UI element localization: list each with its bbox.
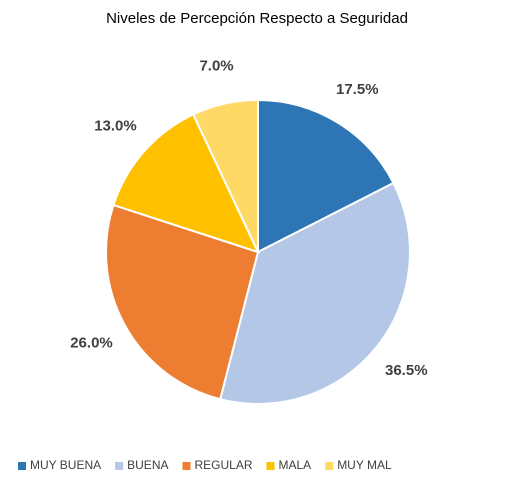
- legend-label: MALA: [279, 458, 312, 472]
- pie-slice: [105, 203, 260, 401]
- pie-slice: [218, 181, 411, 405]
- data-label: 26.0%: [70, 335, 113, 352]
- data-label: 7.0%: [199, 58, 233, 75]
- pie-slice: [112, 113, 260, 254]
- legend-swatch: [325, 462, 334, 470]
- legend-swatch: [18, 462, 26, 470]
- data-label: 17.5%: [336, 81, 379, 98]
- legend-label: MUY BUENA: [30, 458, 101, 472]
- legend-swatch: [115, 462, 124, 470]
- legend-swatch: [266, 462, 275, 470]
- chart-title: Niveles de Percepción Respecto a Segurid…: [106, 10, 408, 27]
- legend-swatch: [182, 462, 191, 470]
- legend-label: BUENA: [127, 458, 168, 472]
- data-label: 13.0%: [94, 117, 137, 134]
- legend-label: MUY MAL: [337, 458, 392, 472]
- data-label: 36.5%: [385, 362, 428, 379]
- legend-label: REGULAR: [194, 458, 252, 472]
- pie-slice: [257, 98, 395, 254]
- pie-slice: [191, 98, 259, 253]
